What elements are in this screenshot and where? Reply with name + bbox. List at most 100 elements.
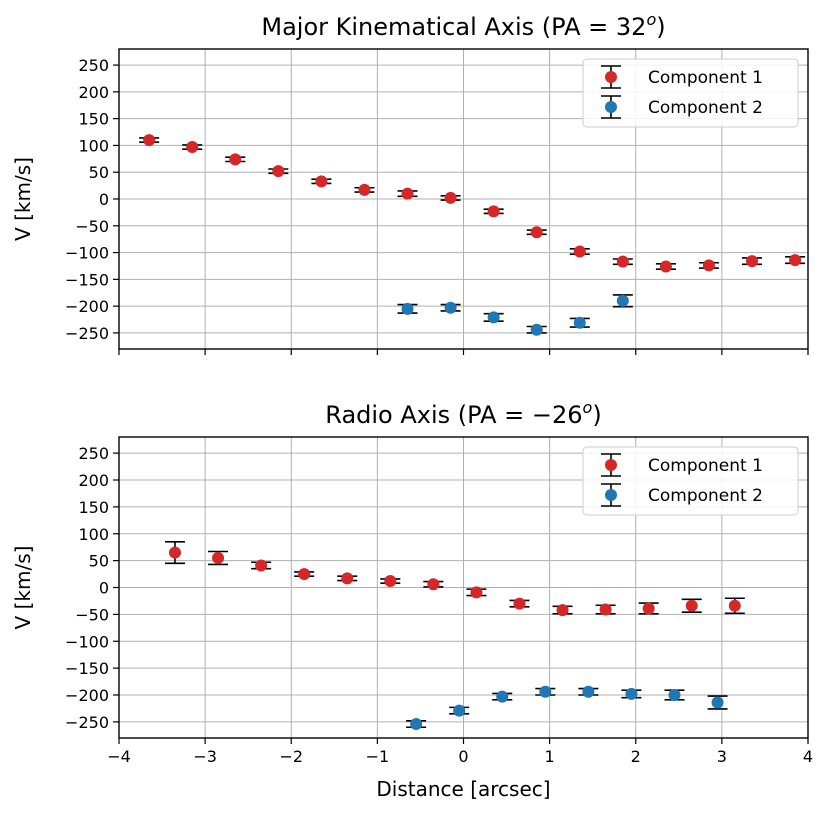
data-point [487, 311, 500, 324]
title-text: Major Kinematical Axis (PA = 32 [261, 13, 646, 41]
data-point [711, 696, 724, 709]
data-point [410, 718, 423, 731]
legend-marker [605, 101, 617, 113]
y-tick-label: −250 [65, 324, 109, 343]
data-point [384, 575, 397, 588]
title-end: ) [656, 13, 665, 41]
x-tick-label: −3 [193, 747, 217, 766]
data-point [573, 245, 586, 258]
data-point [625, 687, 638, 700]
title-superscript: o [583, 398, 593, 417]
y-axis-label: V [km/s] [11, 546, 35, 630]
data-point [599, 603, 612, 616]
y-tick-label: 0 [99, 579, 109, 598]
panel-1: −250 −200 −150 −100 −50 0 50 100 150 200 250 Major … [11, 10, 809, 355]
x-tick-label: 2 [631, 747, 641, 766]
data-point [444, 301, 457, 314]
title-superscript: o [646, 10, 656, 29]
legend-label: Component 1 [648, 68, 763, 88]
data-point [427, 578, 440, 591]
panel-2: −4 −3 −2 −1 0 1 2 3 4 −250 −200 −150 −100 −50 0 50 100 15… [11, 398, 813, 801]
data-point [728, 599, 741, 612]
data-point [444, 191, 457, 204]
data-point [616, 255, 629, 268]
data-point [168, 546, 181, 559]
series-component-1 [139, 134, 806, 273]
legend-box [582, 58, 799, 128]
data-point [487, 205, 500, 218]
series-component-2 [406, 685, 728, 731]
x-tick-label: 4 [803, 747, 813, 766]
axes-frame [118, 436, 809, 739]
chart-title: Radio Axis (PA = −26o) [325, 398, 601, 429]
y-tick-label: −100 [65, 632, 109, 651]
legend-marker [605, 71, 617, 83]
data-point [659, 260, 672, 273]
legend: Component 1 Component 2 [582, 58, 799, 128]
data-point [573, 316, 586, 329]
data-point [668, 689, 681, 701]
x-tick-label: −4 [107, 747, 131, 766]
y-tick-label: 250 [78, 56, 109, 75]
legend-label: Component 1 [648, 456, 763, 476]
y-tick-label: −50 [75, 217, 109, 236]
data-point [401, 302, 414, 315]
data-point [358, 183, 371, 196]
data-point [341, 572, 354, 585]
y-tick-label: −50 [75, 605, 109, 624]
title-text: Radio Axis (PA = −26 [325, 401, 582, 429]
y-tick-label: −200 [65, 686, 109, 705]
y-tick-label: 200 [78, 471, 109, 490]
data-point [298, 568, 311, 581]
data-point [496, 690, 509, 703]
legend-box [582, 446, 799, 516]
y-tick-label: −250 [65, 713, 109, 732]
series-component-1 [164, 541, 745, 617]
x-tick-label: −1 [366, 747, 390, 766]
x-tick-label: 3 [717, 747, 727, 766]
data-point [453, 704, 466, 717]
title-end: ) [592, 401, 601, 429]
data-point [401, 187, 414, 200]
legend-label: Component 2 [648, 486, 763, 506]
data-point [539, 685, 552, 698]
data-point [229, 153, 242, 166]
data-point [186, 141, 199, 154]
y-tick-label: 150 [78, 110, 109, 129]
data-point [212, 551, 225, 564]
y-tick-label: 250 [78, 444, 109, 463]
data-point [685, 599, 698, 612]
data-point [255, 559, 268, 572]
series-component-2 [397, 294, 633, 336]
x-tick-label: 1 [545, 747, 555, 766]
y-tick-label: 200 [78, 83, 109, 102]
data-point [746, 255, 759, 268]
legend-marker [605, 489, 617, 501]
data-point [530, 323, 543, 336]
data-point [616, 294, 629, 307]
y-tick-label: −200 [65, 297, 109, 316]
data-point [470, 586, 483, 599]
y-tick-label: −150 [65, 659, 109, 678]
x-tick-label: 0 [458, 747, 468, 766]
data-point [272, 165, 285, 178]
data-point [315, 175, 328, 188]
data-point [513, 597, 526, 610]
data-point [556, 604, 569, 617]
y-tick-label: −100 [65, 244, 109, 263]
y-tick-label: 50 [89, 163, 109, 182]
y-tick-label: 150 [78, 498, 109, 517]
y-tick-label: −150 [65, 270, 109, 289]
y-axis-label: V [km/s] [11, 157, 35, 241]
axes-frame [118, 48, 809, 350]
chart-title: Major Kinematical Axis (PA = 32o) [261, 10, 665, 41]
y-tick-label: 50 [89, 552, 109, 571]
data-point [530, 226, 543, 239]
legend-marker [605, 459, 617, 471]
data-point [582, 685, 595, 698]
x-tick-label: −2 [279, 747, 303, 766]
data-point [642, 602, 655, 615]
y-tick-label: 100 [78, 525, 109, 544]
y-tick-label: 0 [99, 190, 109, 209]
legend-label: Component 2 [648, 98, 763, 118]
